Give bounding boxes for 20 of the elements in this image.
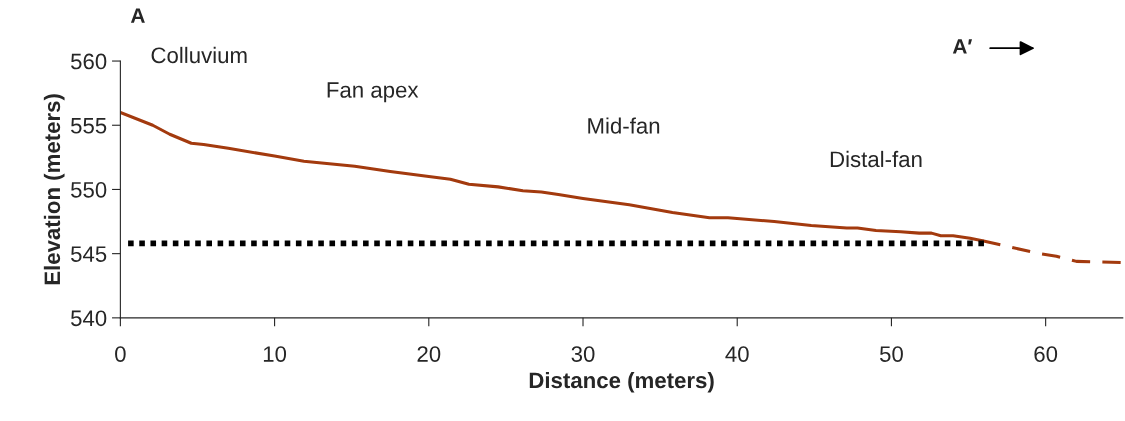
x-tick-label: 30 [571,346,595,362]
text: A′ [952,39,973,54]
y-tick-label: 555 [71,118,107,134]
text: A [130,8,145,23]
x-tick-label: 50 [879,346,903,362]
y-tick-label: 560 [71,53,107,70]
annotation: Distal-fan [830,150,922,168]
annotation: Mid-fan [588,117,660,134]
x-tick-label: 40 [725,346,749,362]
x-tick-label: 20 [417,346,441,362]
y-axis-title: Elevation (meters) [43,94,65,285]
x-tick-label: 10 [263,346,287,362]
x-tick-label: 0 [115,346,126,362]
annotation: Colluvium [151,46,247,64]
x-tick-label: 60 [1034,346,1058,362]
annotation: Fan apex [327,82,419,103]
y-tick-label: 545 [71,246,107,262]
y-tick-label: 540 [71,310,107,327]
y-tick-label: 550 [71,181,107,198]
x-axis-title: Distance (meters) [529,371,714,393]
